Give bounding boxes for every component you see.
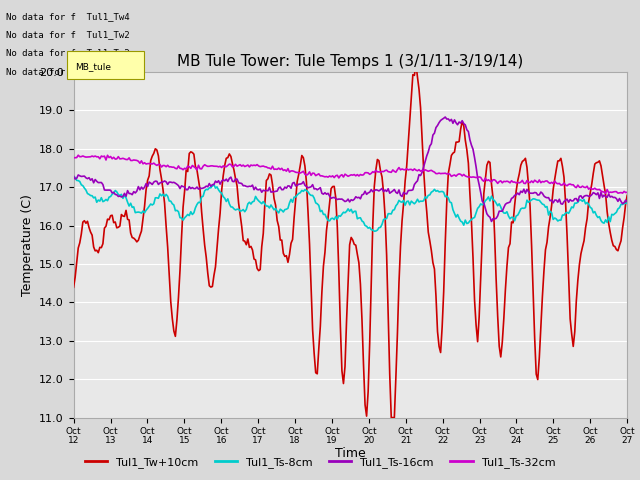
Text: No data for f  Tul1_Tw4: No data for f Tul1_Tw4: [6, 12, 130, 21]
Legend: Tul1_Tw+10cm, Tul1_Ts-8cm, Tul1_Ts-16cm, Tul1_Ts-32cm: Tul1_Tw+10cm, Tul1_Ts-8cm, Tul1_Ts-16cm,…: [81, 452, 559, 472]
X-axis label: Time: Time: [335, 447, 366, 460]
Text: No data for f  Tul1_Ts: No data for f Tul1_Ts: [6, 67, 125, 76]
Text: MB_tule: MB_tule: [76, 62, 111, 71]
Title: MB Tule Tower: Tule Temps 1 (3/1/11-3/19/14): MB Tule Tower: Tule Temps 1 (3/1/11-3/19…: [177, 54, 524, 70]
Text: No data for f  Tul1_Tw2: No data for f Tul1_Tw2: [6, 30, 130, 39]
Text: No data for f  Tul1_Ts2: No data for f Tul1_Ts2: [6, 48, 130, 58]
Y-axis label: Temperature (C): Temperature (C): [20, 194, 33, 296]
